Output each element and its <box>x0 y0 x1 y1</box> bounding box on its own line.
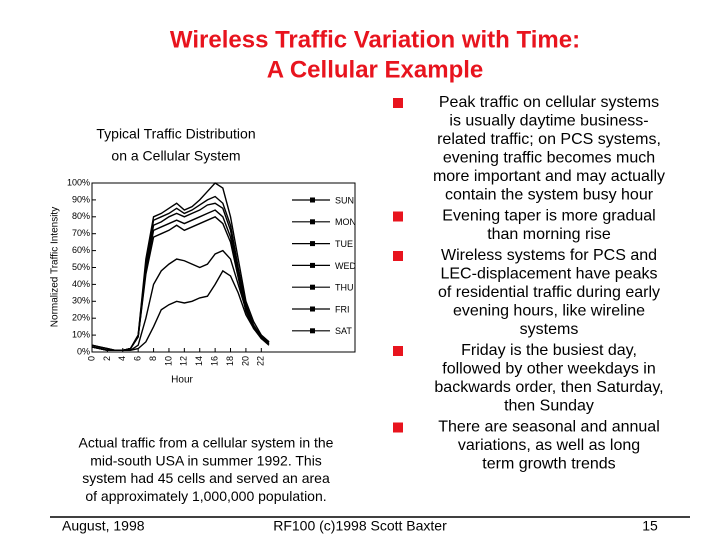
bullet-line: Wireless systems for PCS and <box>441 247 657 264</box>
x-tick-label: 2 <box>102 356 112 361</box>
legend-marker <box>310 197 315 203</box>
series-line <box>91 202 270 352</box>
legend-marker <box>310 219 315 225</box>
bullet-line: term growth trends <box>482 456 615 473</box>
x-tick-label: 10 <box>163 356 173 366</box>
series-line <box>91 182 270 352</box>
caption-line: system had 45 cells and served an area <box>82 470 330 486</box>
caption-line: mid-south USA in summer 1992. This <box>90 452 322 468</box>
bullet-line: than morning rise <box>487 226 611 243</box>
bullet-line: contain the system busy hour <box>445 187 654 204</box>
legend-label: FRI <box>335 304 350 314</box>
footer-center: RF100 (c)1998 Scott Baxter <box>273 518 447 534</box>
x-tick-label: 8 <box>148 356 158 361</box>
y-tick-label: 30% <box>72 296 90 306</box>
bullet-line: related traffic; on PCS systems, <box>437 131 661 148</box>
legend-marker <box>310 241 315 247</box>
y-tick-label: 10% <box>72 329 90 339</box>
x-tick-label: 14 <box>194 356 204 366</box>
y-tick-label: 60% <box>72 245 90 255</box>
footer-right: 15 <box>642 518 658 534</box>
y-tick-label: 80% <box>72 211 90 221</box>
bullet-line: more important and may actually <box>433 168 665 185</box>
bullet-marker <box>393 211 403 222</box>
legend-label: MON <box>335 217 356 227</box>
bullet-line: Friday is the busiest day, <box>461 342 637 359</box>
y-tick-label: 90% <box>72 194 90 204</box>
bullet-line: then Sunday <box>504 398 594 415</box>
caption-line: Actual traffic from a cellular system in… <box>79 435 334 451</box>
bullet-line: backwards order, then Saturday, <box>434 379 663 396</box>
legend-label: TUE <box>335 239 353 249</box>
bullet-line: systems <box>520 321 579 338</box>
x-tick-label: 4 <box>117 356 127 361</box>
chart-title: Typical Traffic Distribution <box>96 126 255 142</box>
bullet-line: of residential traffic during early <box>438 284 660 301</box>
legend-marker <box>310 306 315 312</box>
series-line <box>91 195 270 352</box>
slide-title: A Cellular Example <box>267 56 484 83</box>
y-axis-label: Normalized Traffic Intensity <box>50 207 61 327</box>
footer-left: August, 1998 <box>62 518 145 534</box>
legend-label: WED <box>335 261 356 271</box>
x-axis-label: Hour <box>171 375 193 386</box>
bullet-line: evening traffic becomes much <box>443 150 655 167</box>
x-tick-label: 0 <box>86 356 96 361</box>
legend-marker <box>310 262 315 268</box>
chart-title: on a Cellular System <box>111 148 240 164</box>
bullet-line: Evening taper is more gradual <box>442 208 655 225</box>
legend-label: SUN <box>335 195 354 205</box>
bullet-line: evening hours, like wireline <box>453 303 645 320</box>
bullet-line: There are seasonal and annual <box>438 419 660 436</box>
x-tick-label: 18 <box>225 356 235 366</box>
y-tick-label: 50% <box>72 262 90 272</box>
y-tick-label: 40% <box>72 279 90 289</box>
bullet-line: LEC-displacement have peaks <box>440 266 657 283</box>
bullet-line: followed by other weekdays in <box>442 361 655 378</box>
legend-marker <box>310 284 315 290</box>
x-tick-label: 22 <box>256 356 266 366</box>
x-tick-label: 20 <box>240 356 250 366</box>
legend-label: SAT <box>335 326 352 336</box>
y-tick-label: 0% <box>77 346 90 356</box>
y-tick-label: 100% <box>67 177 90 187</box>
bullet-marker <box>393 98 403 108</box>
x-tick-label: 16 <box>210 356 220 366</box>
y-tick-label: 20% <box>72 313 90 323</box>
bullet-line: variations, as well as long <box>458 437 640 454</box>
caption-line: of approximately 1,000,000 population. <box>85 488 326 504</box>
legend-marker <box>310 328 315 334</box>
bullet-marker <box>393 346 403 356</box>
bullet-marker <box>393 422 403 433</box>
y-tick-label: 70% <box>72 228 90 238</box>
x-tick-label: 6 <box>133 356 143 361</box>
series-line <box>91 249 270 352</box>
bullet-marker <box>393 251 403 261</box>
slide-title: Wireless Traffic Variation with Time: <box>170 26 580 53</box>
bullet-line: is usually daytime business- <box>449 113 648 130</box>
legend-label: THU <box>335 283 354 293</box>
x-tick-label: 12 <box>179 356 189 366</box>
bullet-line: Peak traffic on cellular systems <box>439 94 659 111</box>
